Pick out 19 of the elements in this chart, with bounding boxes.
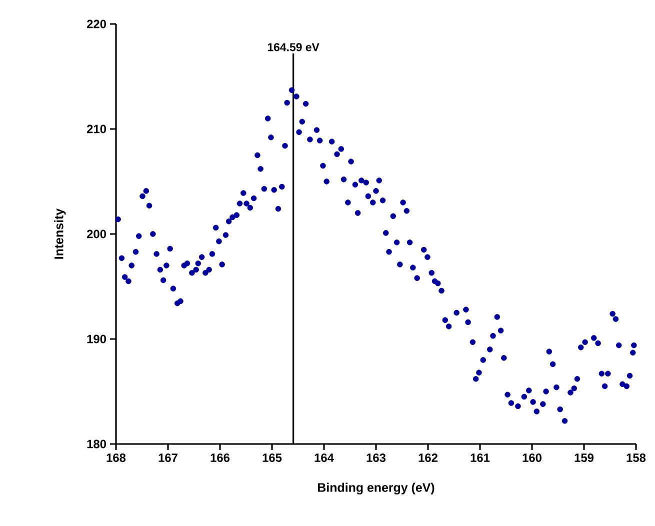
y-tick-label: 220 xyxy=(86,20,106,28)
x-tick-label: 161 xyxy=(470,454,490,462)
x-tick-label: 166 xyxy=(210,454,230,462)
ref-line-label: 164.59 eV xyxy=(268,43,320,52)
x-tick-label: 165 xyxy=(262,454,282,462)
x-tick-label: 168 xyxy=(106,454,126,462)
y-tick-label: 190 xyxy=(87,334,106,344)
x-tick-label: 162 xyxy=(418,454,438,462)
x-tick-label: 164 xyxy=(314,454,334,462)
x-tick-label: 159 xyxy=(574,454,594,462)
x-axis-title: Binding energy (eV) xyxy=(318,482,434,494)
x-tick-label: 167 xyxy=(158,454,178,462)
x-tick-label: 160 xyxy=(522,454,542,462)
x-tick-label: 158 xyxy=(626,454,646,462)
y-axis-title: Intensity xyxy=(54,208,66,259)
y-tick-label: 200 xyxy=(86,230,106,238)
y-tick-label: 180 xyxy=(87,440,106,448)
x-tick-label: 163 xyxy=(366,454,386,462)
y-tick-label: 210 xyxy=(86,124,106,134)
